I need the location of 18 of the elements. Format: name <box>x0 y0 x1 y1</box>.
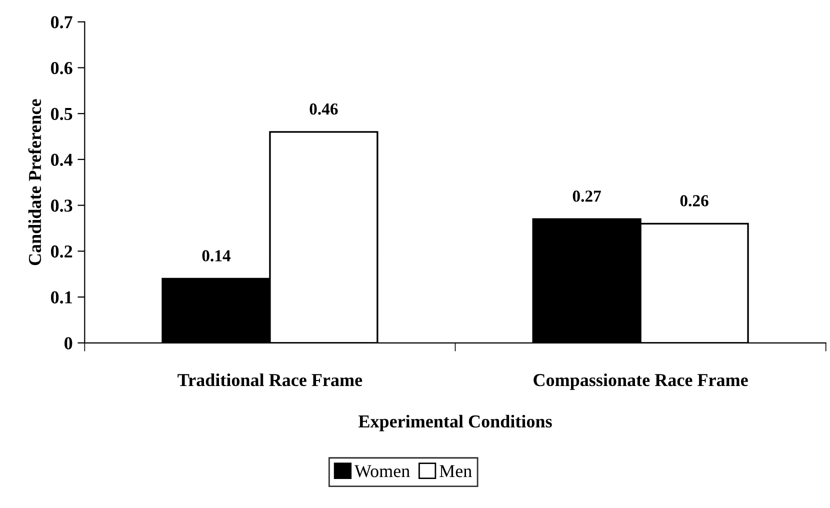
y-tick-label: 0.4 <box>50 154 73 166</box>
data-label: 0.46 <box>310 103 338 115</box>
x-tick-label: Compassionate Race Frame <box>534 373 748 390</box>
data-label: 0.27 <box>572 190 601 202</box>
legend-label: Women <box>354 465 410 478</box>
x-axis-title: Experimental Conditions <box>358 414 552 432</box>
legend-label: Men <box>440 465 472 478</box>
y-tick-label: 0.2 <box>50 245 72 258</box>
y-axis-title: Candidate Preference <box>28 99 42 266</box>
y-tick-label: 0.7 <box>50 16 72 28</box>
y-tick-label: 0.1 <box>50 291 72 304</box>
x-tick-label: Traditional Race Frame <box>178 373 362 386</box>
data-label: 0.14 <box>202 250 230 262</box>
y-tick-label: 0.5 <box>50 108 72 120</box>
y-tick-label: 0 <box>64 337 72 350</box>
data-label: 0.26 <box>680 195 708 206</box>
y-tick-label: 0.6 <box>50 62 72 74</box>
y-tick-label: 0.3 <box>50 200 72 212</box>
